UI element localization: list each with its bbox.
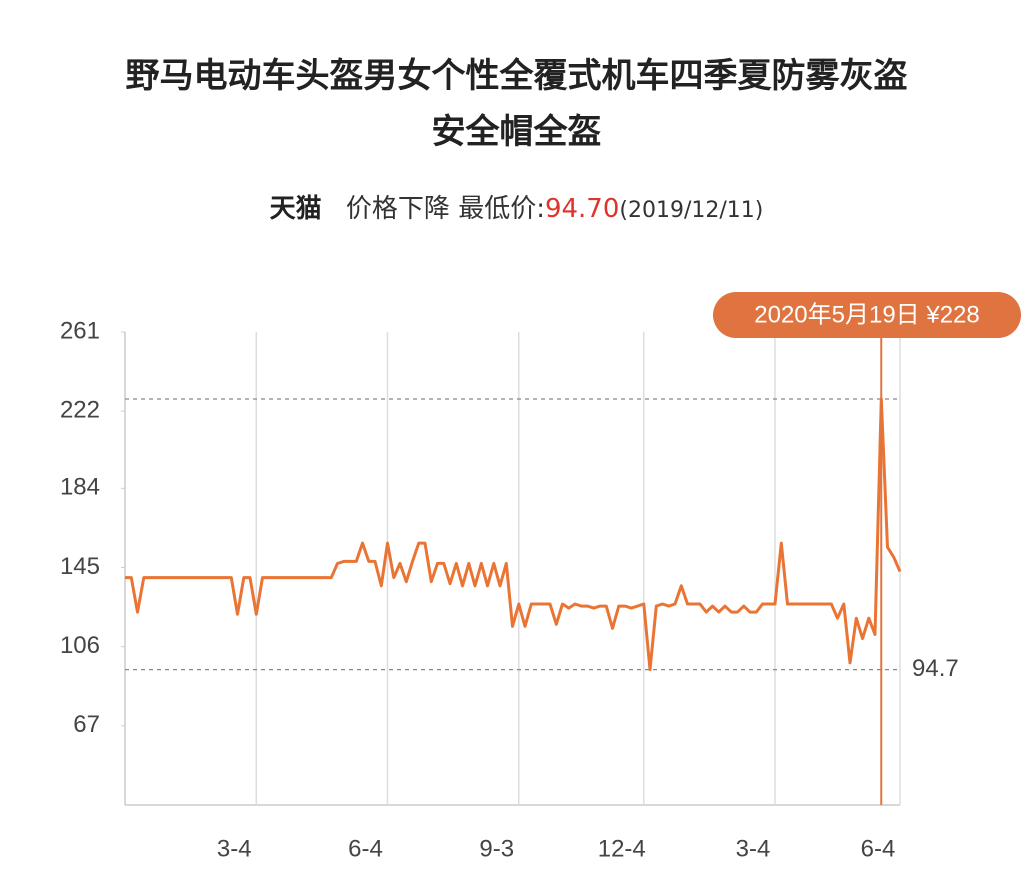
x-tick-label: 12-4 bbox=[598, 835, 646, 862]
lowest-price: 94.70 bbox=[544, 194, 620, 224]
peak-callout bbox=[713, 292, 1021, 338]
title-line: 安全帽全盔 bbox=[431, 112, 602, 152]
x-tick-label: 9-3 bbox=[479, 835, 514, 862]
y-tick-label: 184 bbox=[60, 474, 100, 501]
x-tick-label: 6-4 bbox=[861, 835, 896, 862]
subtitle: 天猫 价格下降 最低价:94.70(2019/12/11) bbox=[0, 188, 1033, 225]
y-tick-label: 222 bbox=[60, 397, 100, 424]
x-tick-label: 3-4 bbox=[217, 835, 252, 862]
price-line bbox=[125, 397, 902, 672]
y-tick-label: 106 bbox=[60, 632, 100, 659]
lowest-label: 最低价: bbox=[458, 194, 545, 224]
lowest-date: (2019/12/11) bbox=[619, 198, 764, 223]
x-tick-label: 6-4 bbox=[348, 835, 383, 862]
y-tick-label: 67 bbox=[73, 711, 100, 738]
min-price-label: 94.7 bbox=[912, 655, 959, 682]
x-tick-label: 3-4 bbox=[736, 835, 771, 862]
y-tick-label: 145 bbox=[60, 553, 100, 580]
shop: 天猫 bbox=[269, 194, 322, 224]
y-tick-label: 261 bbox=[60, 317, 100, 344]
trend: 价格下降 bbox=[345, 194, 450, 224]
title-line: 野马电动车头盔男女个性全覆式机车四季夏防雾灰盗 bbox=[125, 56, 908, 96]
peak-callout-text: 2020年5月19日 ¥228 bbox=[754, 301, 980, 328]
